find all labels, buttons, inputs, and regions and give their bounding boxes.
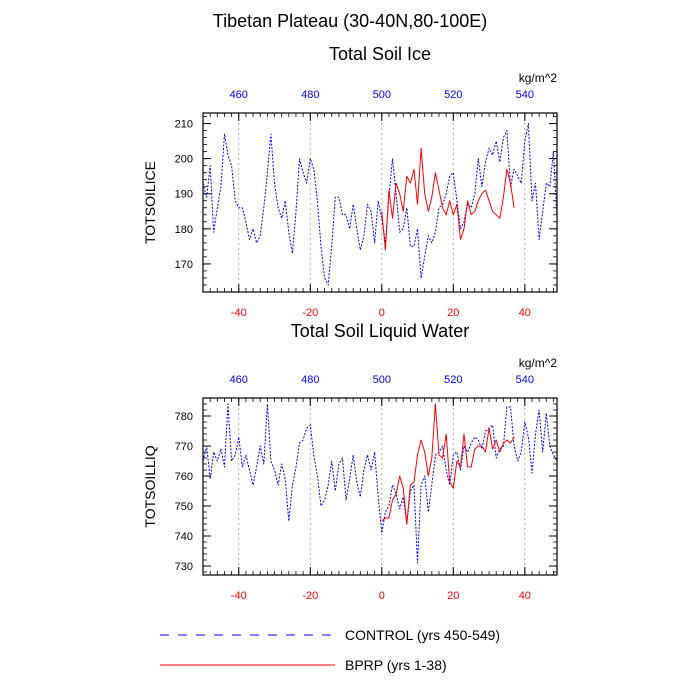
y-tick-label: 730 bbox=[175, 561, 193, 573]
y-tick-label: 760 bbox=[175, 471, 193, 483]
x-tick-label-top: 480 bbox=[301, 374, 319, 386]
series-line-bprp bbox=[381, 403, 515, 525]
x-tick-label-bottom: 40 bbox=[519, 590, 531, 602]
y-axis-title: TOTSOILLIQ bbox=[142, 445, 158, 527]
chart-title: Total Soil Liquid Water bbox=[291, 321, 469, 341]
x-tick-label-bottom: 0 bbox=[379, 590, 385, 602]
x-tick-label-bottom: -20 bbox=[302, 590, 318, 602]
series-line-control bbox=[202, 403, 558, 564]
series-line-control bbox=[202, 123, 558, 286]
legend-label-bprp: BPRP (yrs 1-38) bbox=[345, 657, 447, 673]
x-tick-label-bottom: 40 bbox=[519, 307, 531, 319]
x-tick-label-top: 540 bbox=[516, 89, 534, 101]
y-tick-label: 770 bbox=[175, 441, 193, 453]
plot-frame bbox=[202, 112, 558, 293]
chart-panel-soil-ice: Total Soil Ice kg/m^2 -40 460 -20 480 0 500 20 52… bbox=[142, 44, 558, 319]
y-tick-label: 170 bbox=[175, 259, 193, 271]
x-tick-label-bottom: 20 bbox=[447, 307, 459, 319]
x-tick-label-bottom: 0 bbox=[379, 307, 385, 319]
x-tick-label-top: 540 bbox=[516, 374, 534, 386]
y-tick-label: 750 bbox=[175, 501, 193, 513]
y-tick-label: 740 bbox=[175, 531, 193, 543]
series-line-bprp bbox=[381, 147, 515, 251]
units-label: kg/m^2 bbox=[519, 356, 558, 370]
y-axis-title: TOTSOILICE bbox=[142, 161, 158, 244]
x-tick-label-top: 460 bbox=[230, 89, 248, 101]
y-tick-label: 780 bbox=[175, 411, 193, 423]
chart-title: Total Soil Ice bbox=[329, 44, 431, 64]
x-tick-label-top: 460 bbox=[230, 374, 248, 386]
x-tick-label-bottom: -40 bbox=[231, 590, 247, 602]
figure-main-title: Tibetan Plateau (30-40N,80-100E) bbox=[213, 11, 488, 31]
y-tick-label: 180 bbox=[175, 224, 193, 236]
x-tick-label-top: 520 bbox=[444, 374, 462, 386]
x-tick-label-bottom: 20 bbox=[447, 590, 459, 602]
plot-frame bbox=[202, 397, 558, 576]
x-tick-label-top: 500 bbox=[373, 89, 391, 101]
y-tick-label: 190 bbox=[175, 189, 193, 201]
y-tick-label: 200 bbox=[175, 154, 193, 166]
x-tick-label-top: 500 bbox=[373, 374, 391, 386]
legend: CONTROL (yrs 450-549) BPRP (yrs 1-38) bbox=[160, 627, 500, 673]
y-tick-label: 210 bbox=[175, 119, 193, 131]
x-tick-label-bottom: -40 bbox=[231, 307, 247, 319]
chart-panel-soil-liquid: Total Soil Liquid Water kg/m^2 -40 460 -20 48… bbox=[142, 321, 558, 602]
x-tick-label-top: 480 bbox=[301, 89, 319, 101]
legend-label-control: CONTROL (yrs 450-549) bbox=[345, 627, 500, 643]
units-label: kg/m^2 bbox=[519, 71, 558, 85]
x-tick-label-bottom: -20 bbox=[302, 307, 318, 319]
x-tick-label-top: 520 bbox=[444, 89, 462, 101]
